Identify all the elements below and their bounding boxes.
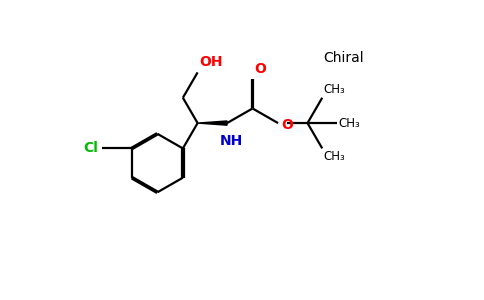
Text: Cl: Cl: [84, 141, 99, 155]
Text: Chiral: Chiral: [323, 51, 363, 64]
Text: NH: NH: [219, 134, 242, 148]
Text: O: O: [254, 62, 266, 76]
Text: OH: OH: [199, 55, 223, 69]
Polygon shape: [197, 121, 227, 125]
Text: O: O: [281, 118, 293, 132]
Text: CH₃: CH₃: [338, 117, 360, 130]
Text: CH₃: CH₃: [324, 150, 346, 163]
Text: CH₃: CH₃: [324, 83, 346, 96]
